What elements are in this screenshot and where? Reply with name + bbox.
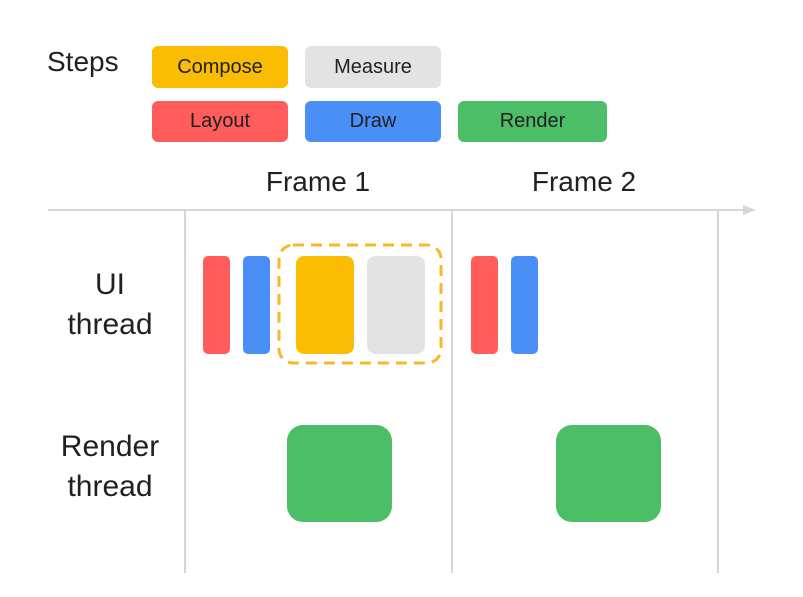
legend-chip-draw: Draw <box>305 101 441 142</box>
frame2-layout-block <box>471 256 498 354</box>
render-thread-label: Render thread <box>60 430 160 503</box>
frame1-measure-block <box>367 256 425 354</box>
frame1-render-block <box>287 425 392 522</box>
legend-chip-compose: Compose <box>152 46 288 88</box>
legend-title: Steps <box>47 46 119 77</box>
frame2-render-block <box>556 425 661 522</box>
legend-chip-measure: Measure <box>305 46 441 88</box>
frame1-compose-block <box>296 256 354 354</box>
frame-1-label: Frame 1 <box>265 166 371 197</box>
legend-chip-layout: Layout <box>152 101 288 142</box>
frame1-draw-block <box>243 256 270 354</box>
legend-chip-render: Render <box>458 101 607 142</box>
frame-2-label: Frame 2 <box>531 166 637 197</box>
timeline-arrowhead <box>743 205 756 215</box>
frame2-draw-block <box>511 256 538 354</box>
frame1-layout-block <box>203 256 230 354</box>
ui-thread-label: UI thread <box>67 268 153 341</box>
compose-measure-highlight <box>277 243 443 365</box>
